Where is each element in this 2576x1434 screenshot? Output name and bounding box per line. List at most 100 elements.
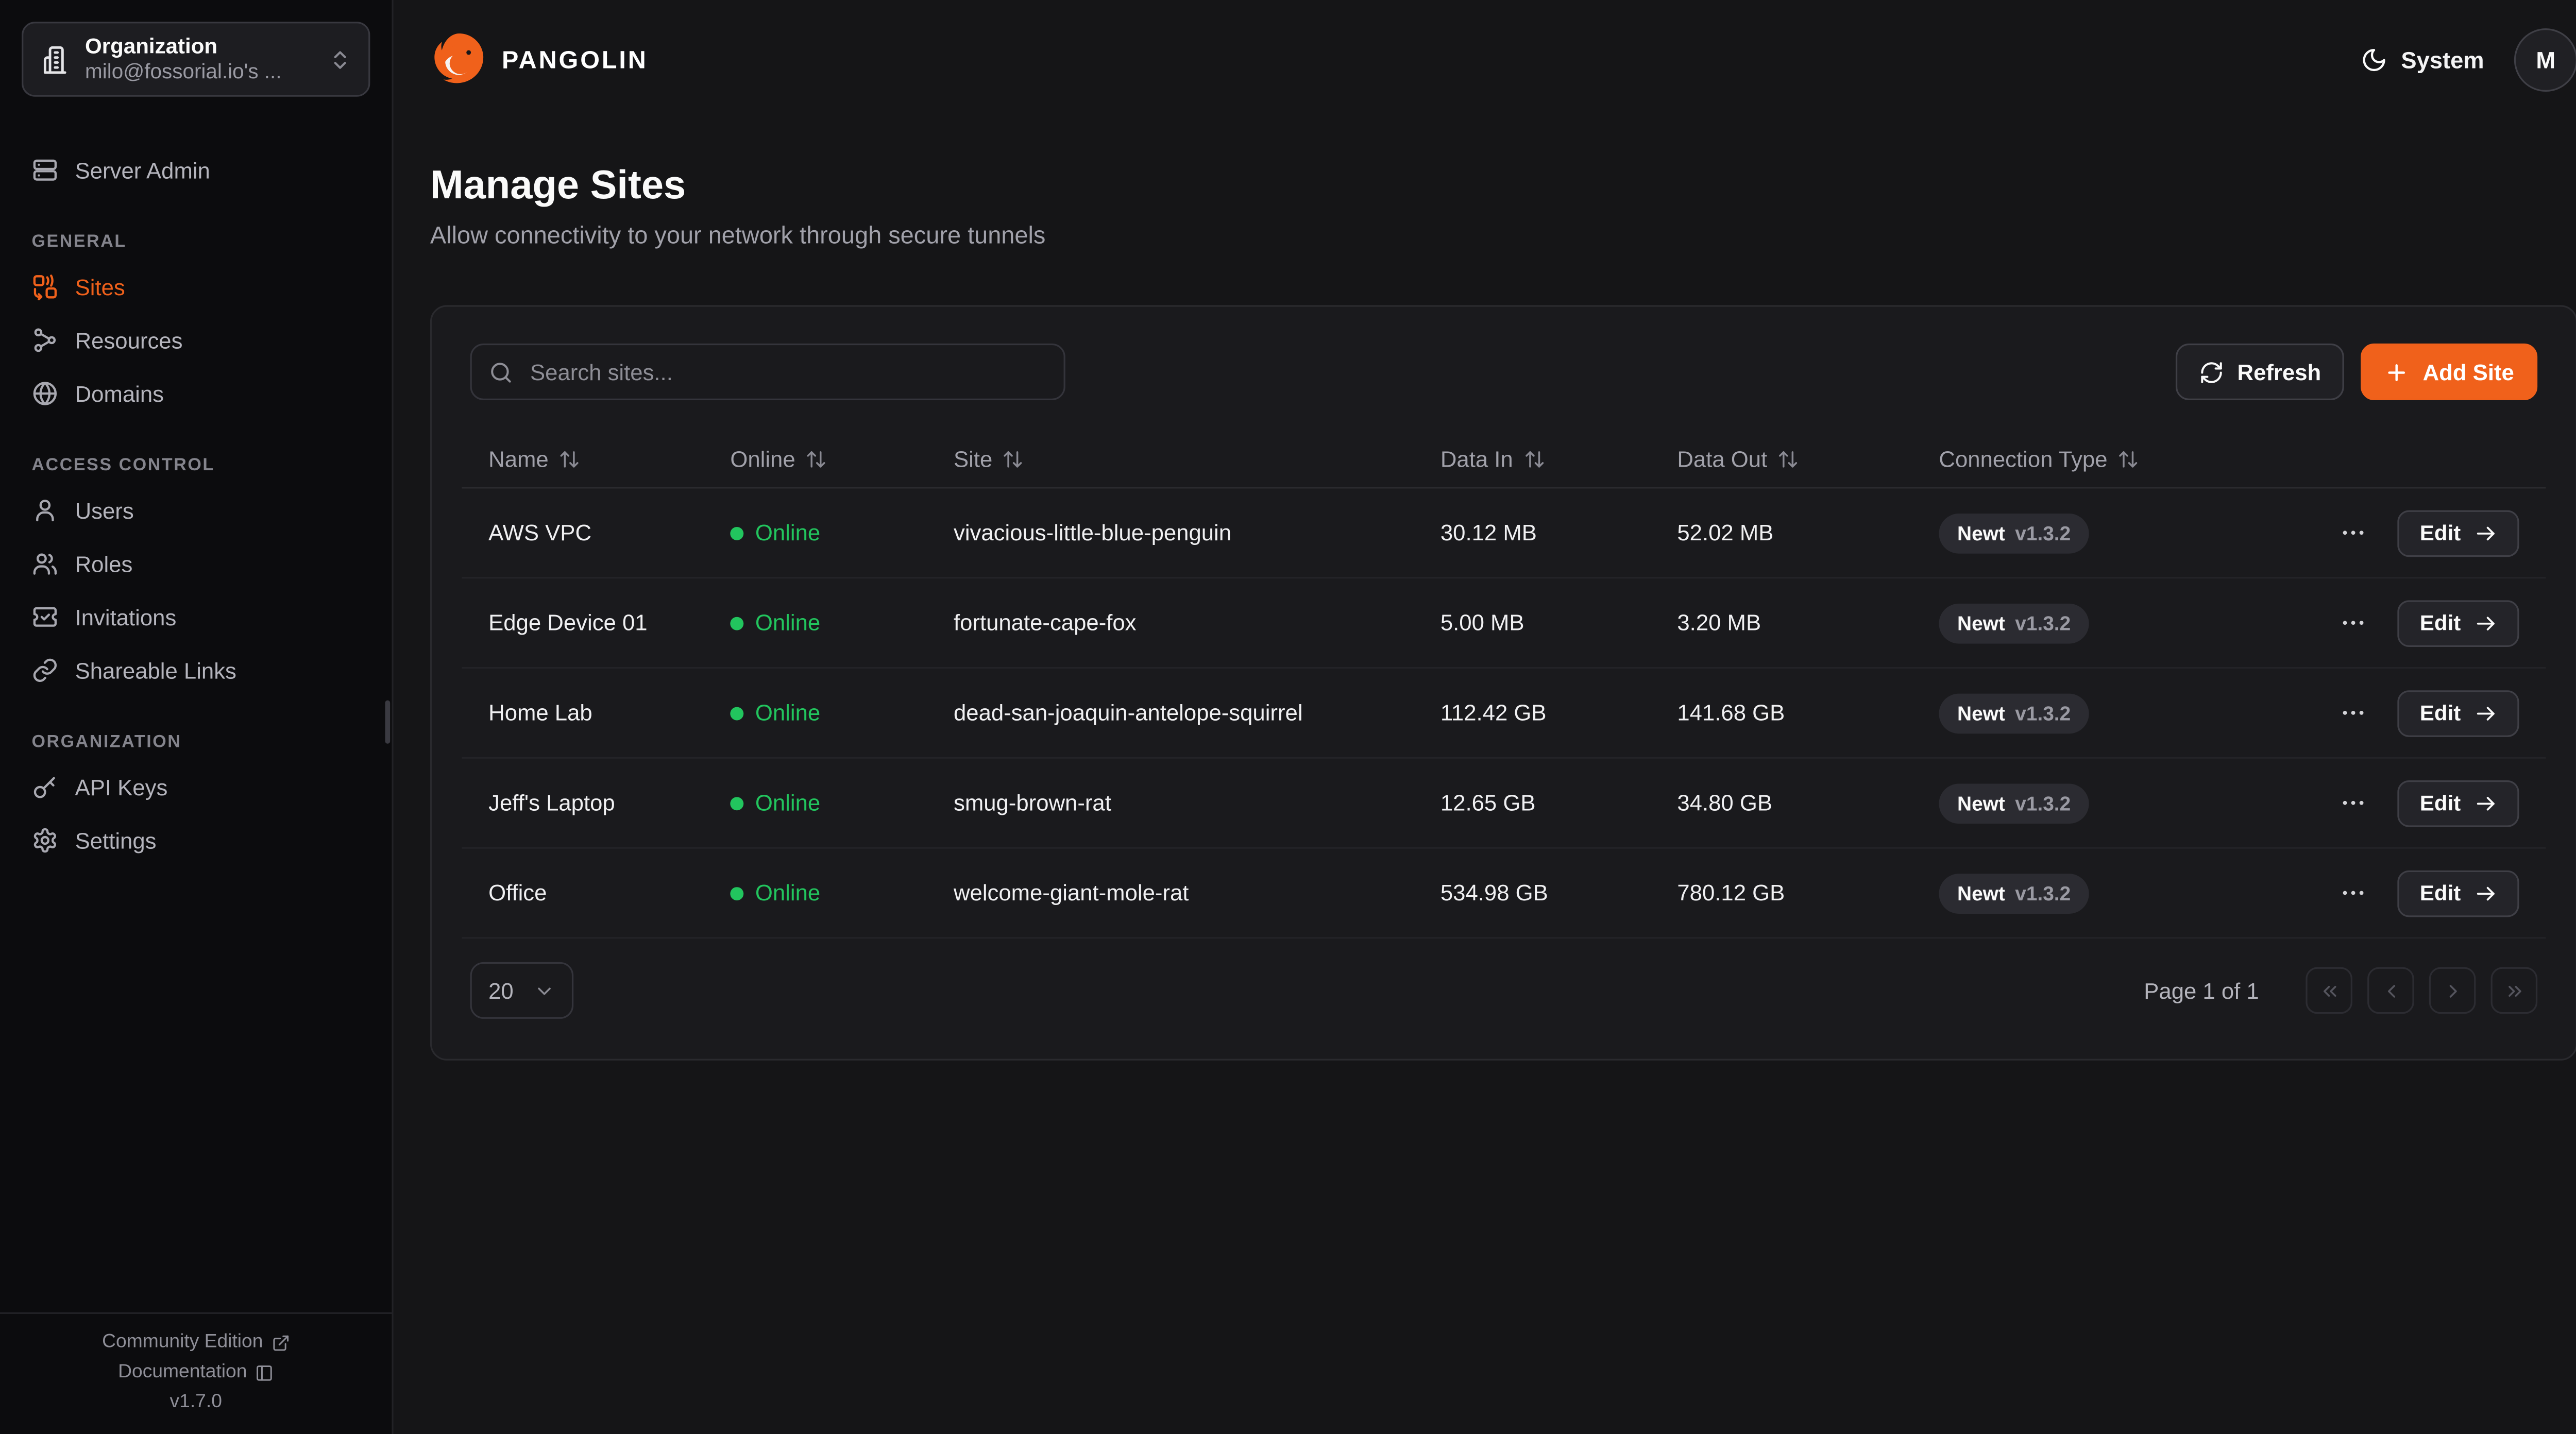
- connection-type-cell: Newt v1.3.2: [1912, 693, 2286, 733]
- table-row: Home Lab Online dead-san-joaquin-antelop…: [462, 669, 2546, 759]
- arrow-right-icon: [2474, 791, 2497, 814]
- arrow-right-icon: [2474, 881, 2497, 904]
- topbar: PANGOLIN System M: [394, 0, 2576, 120]
- brand-name: PANGOLIN: [502, 46, 648, 75]
- row-menu-button[interactable]: [2336, 695, 2371, 730]
- sidebar-item-label: API Keys: [75, 774, 168, 800]
- row-actions: Edit: [2286, 689, 2546, 737]
- data-in-cell: 5.00 MB: [1440, 610, 1524, 636]
- refresh-button[interactable]: Refresh: [2175, 343, 2345, 400]
- org-selector[interactable]: Organization milo@fossorial.io's ...: [22, 22, 370, 97]
- first-page-button[interactable]: [2306, 967, 2352, 1014]
- sidebar-item-api-keys[interactable]: API Keys: [22, 762, 370, 812]
- sidebar-item-server-admin[interactable]: Server Admin: [22, 145, 370, 195]
- ticket-check-icon: [31, 604, 58, 630]
- theme-label: System: [2401, 46, 2484, 74]
- site-slug-cell: welcome-giant-mole-rat: [953, 880, 1189, 906]
- site-name-cell: Office: [488, 880, 547, 906]
- book-icon: [256, 1363, 274, 1381]
- row-menu-button[interactable]: [2336, 876, 2371, 911]
- edit-button[interactable]: Edit: [2398, 509, 2519, 556]
- refresh-icon: [2199, 360, 2224, 385]
- sidebar-item-domains[interactable]: Domains: [22, 368, 370, 418]
- theme-toggle[interactable]: System: [2361, 46, 2484, 74]
- column-header-data-out[interactable]: Data Out: [1651, 446, 1912, 471]
- previous-page-button[interactable]: [2367, 967, 2414, 1014]
- table-row: Office Online welcome-giant-mole-rat 534…: [462, 849, 2546, 939]
- sidebar-item-label: Roles: [75, 551, 133, 576]
- data-out-cell: 3.20 MB: [1677, 610, 1761, 636]
- page-size-select[interactable]: 20: [470, 962, 574, 1019]
- sidebar-item-invitations[interactable]: Invitations: [22, 592, 370, 642]
- sidebar-item-label: Invitations: [75, 604, 177, 630]
- column-header-data-in[interactable]: Data In: [1414, 446, 1651, 471]
- sort-icon: [1003, 448, 1024, 469]
- sidebar-item-settings[interactable]: Settings: [22, 815, 370, 865]
- search-input[interactable]: [527, 357, 1047, 386]
- sidebar-section-access-control: ACCESS CONTROL: [31, 455, 215, 475]
- sidebar: Organization milo@fossorial.io's ... Ser…: [0, 0, 394, 1434]
- sidebar-item-label: Settings: [75, 828, 157, 853]
- site-slug-cell: smug-brown-rat: [953, 790, 1111, 815]
- connection-type-version: v1.3.2: [2015, 701, 2071, 725]
- next-page-button[interactable]: [2429, 967, 2476, 1014]
- app-version: v1.7.0: [170, 1392, 222, 1412]
- connection-type-badge: Newt v1.3.2: [1939, 873, 2089, 913]
- row-menu-button[interactable]: [2336, 786, 2371, 821]
- connection-type-name: Newt: [1957, 611, 2005, 635]
- sites-combine-icon: [31, 274, 58, 300]
- site-name-cell: AWS VPC: [488, 520, 592, 545]
- column-header-connection-type[interactable]: Connection Type: [1912, 446, 2286, 471]
- topbar-right: System M: [2361, 28, 2576, 92]
- column-header-online[interactable]: Online: [704, 446, 927, 471]
- sidebar-item-sites[interactable]: Sites: [22, 262, 370, 312]
- gear-icon: [31, 827, 58, 854]
- site-slug-cell: vivacious-little-blue-penguin: [953, 520, 1232, 545]
- toolbar-actions: Refresh Add Site: [2175, 343, 2538, 400]
- sidebar-item-resources[interactable]: Resources: [22, 315, 370, 365]
- brand-logo[interactable]: PANGOLIN: [430, 32, 648, 89]
- key-icon: [31, 774, 58, 800]
- sidebar-item-shareable-links[interactable]: Shareable Links: [22, 645, 370, 695]
- column-header-name[interactable]: Name: [462, 446, 703, 471]
- sort-icon: [1777, 448, 1799, 469]
- table-row: Jeff's Laptop Online smug-brown-rat 12.6…: [462, 759, 2546, 849]
- last-page-button[interactable]: [2490, 967, 2538, 1014]
- sidebar-item-users[interactable]: Users: [22, 485, 370, 535]
- arrow-right-icon: [2474, 611, 2497, 634]
- row-actions: Edit: [2286, 509, 2546, 556]
- sort-icon: [558, 448, 580, 469]
- page-title: Manage Sites: [430, 163, 686, 209]
- community-edition-link[interactable]: Community Edition: [102, 1333, 290, 1352]
- edit-button[interactable]: Edit: [2398, 869, 2519, 916]
- main-area: PANGOLIN System M Manage Sites Allow con…: [394, 0, 2576, 1434]
- connection-type-name: Newt: [1957, 881, 2005, 905]
- pagination-controls: Page 1 of 1: [2144, 967, 2538, 1014]
- sidebar-item-roles[interactable]: Roles: [22, 539, 370, 589]
- table-toolbar: Refresh Add Site: [462, 343, 2546, 400]
- row-actions: Edit: [2286, 599, 2546, 646]
- moon-icon: [2361, 47, 2388, 74]
- chevron-down-icon: [534, 980, 555, 1001]
- sidebar-item-label: Sites: [75, 274, 125, 300]
- sidebar-scrollbar-thumb[interactable]: [385, 700, 391, 744]
- add-site-button[interactable]: Add Site: [2361, 343, 2538, 400]
- data-out-cell: 141.68 GB: [1677, 700, 1785, 726]
- documentation-link[interactable]: Documentation: [118, 1362, 274, 1382]
- connection-type-name: Newt: [1957, 521, 2005, 544]
- edit-button[interactable]: Edit: [2398, 779, 2519, 827]
- edit-button[interactable]: Edit: [2398, 689, 2519, 737]
- row-actions: Edit: [2286, 779, 2546, 827]
- row-menu-button[interactable]: [2336, 515, 2371, 550]
- avatar[interactable]: M: [2514, 28, 2576, 92]
- sidebar-footer: Community Edition Documentation v1.7.0: [0, 1312, 392, 1434]
- online-status-label: Online: [755, 700, 821, 726]
- users-icon: [31, 550, 58, 577]
- edit-button[interactable]: Edit: [2398, 599, 2519, 646]
- connection-type-name: Newt: [1957, 791, 2005, 815]
- sidebar-item-label: Users: [75, 498, 134, 523]
- refresh-label: Refresh: [2237, 359, 2321, 385]
- column-header-site[interactable]: Site: [927, 446, 1414, 471]
- row-menu-button[interactable]: [2336, 605, 2371, 640]
- pagination-buttons: [2306, 967, 2538, 1014]
